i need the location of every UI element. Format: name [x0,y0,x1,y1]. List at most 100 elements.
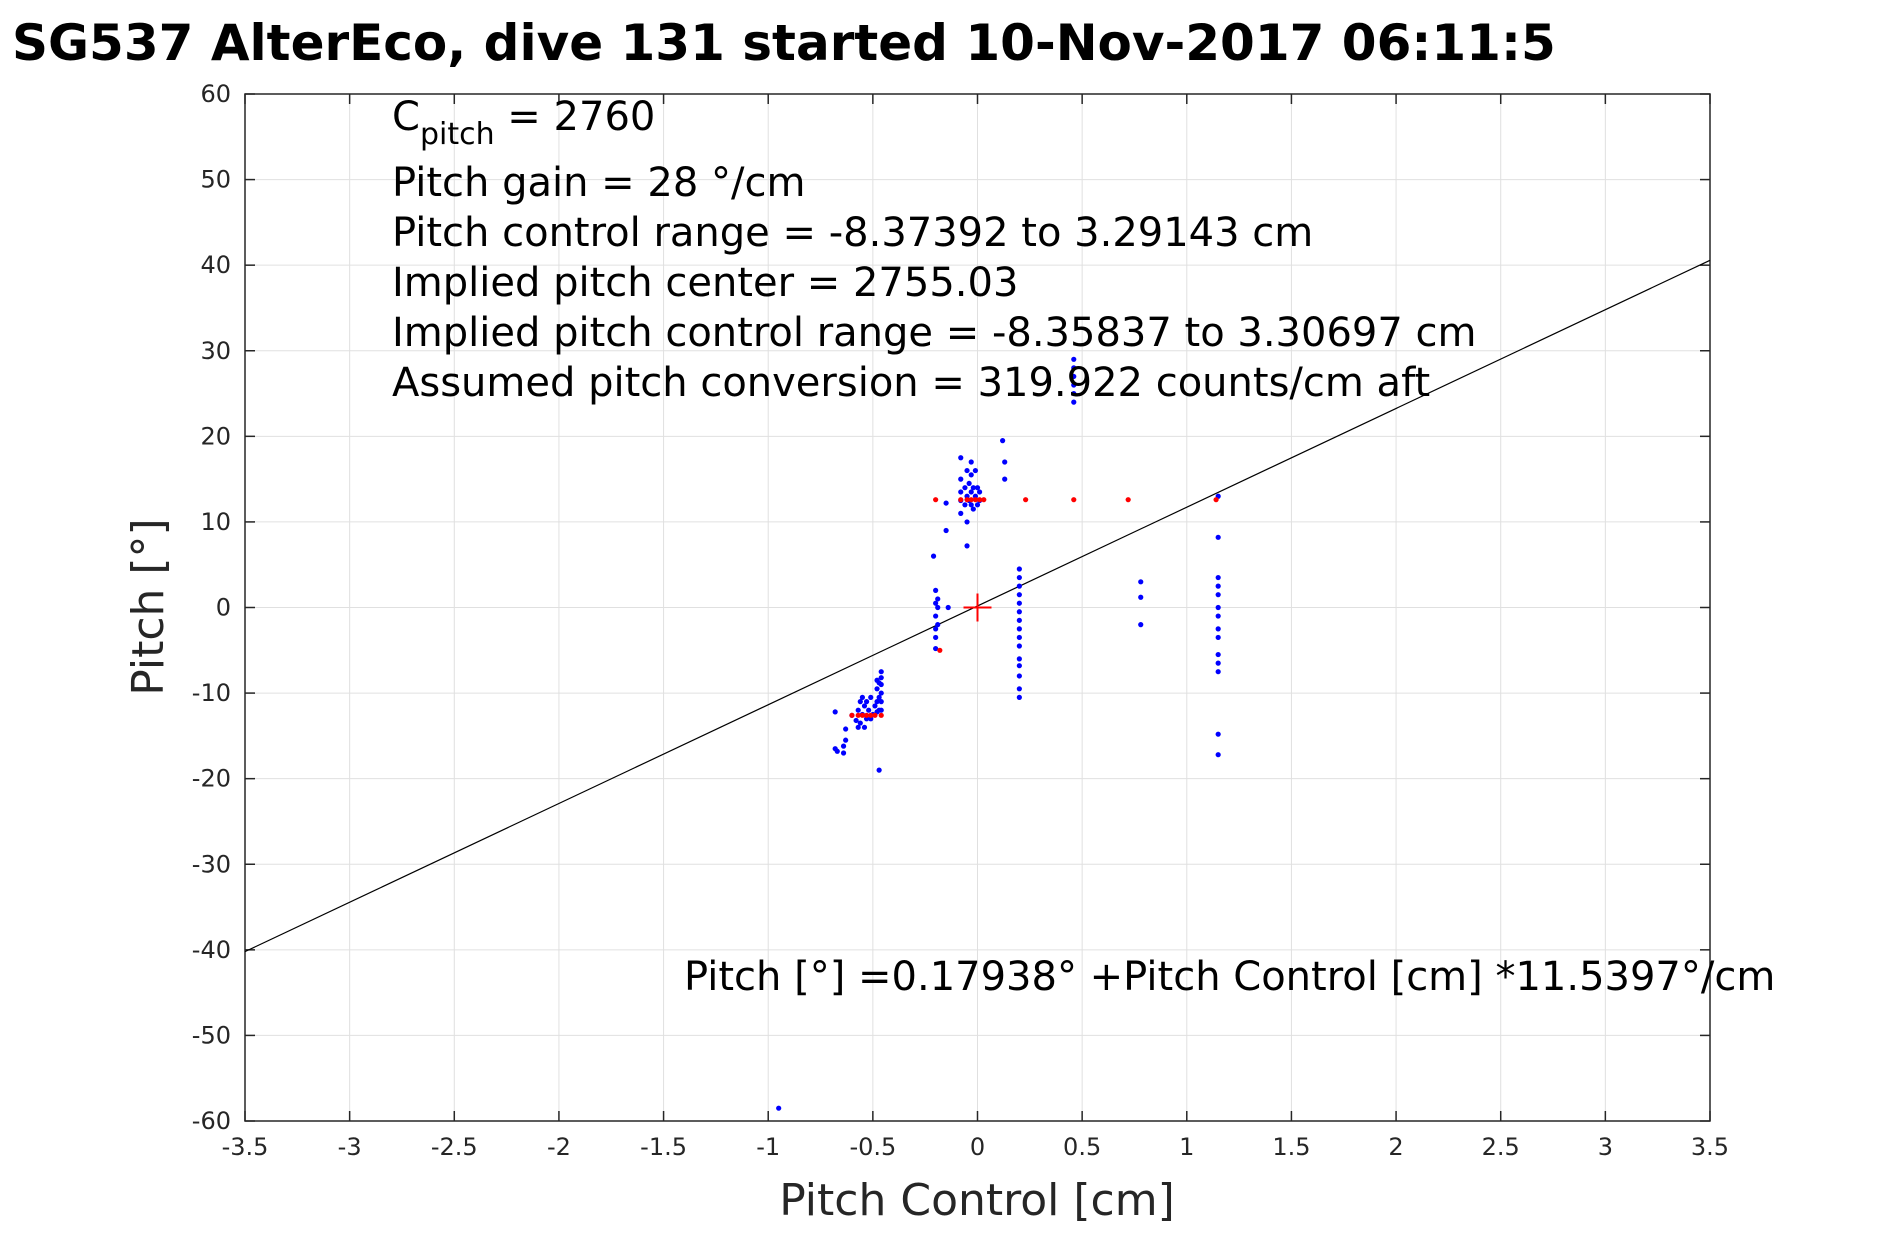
x-tick-label: 0 [970,1133,985,1161]
conversion-annotation: Assumed pitch conversion = 319.922 count… [392,360,1430,406]
data-point [968,472,974,478]
data-point [935,622,941,628]
data-point [878,681,884,688]
data-point [859,694,865,700]
x-tick-label: -2 [547,1133,571,1161]
data-point [855,712,861,718]
data-point [958,497,964,503]
scatter-series [776,356,1221,1111]
data-point [1138,579,1144,585]
data-point [1138,594,1144,600]
data-point [876,694,882,700]
x-tick-label: 1 [1179,1133,1194,1161]
data-point [966,480,972,487]
x-tick-label: -2.5 [431,1133,478,1161]
data-point [1016,583,1022,589]
data-point [1215,534,1221,540]
data-point [1016,574,1022,581]
data-point [872,712,878,718]
data-point [935,604,941,611]
data-point [1215,634,1221,641]
data-point [1215,669,1221,675]
y-tick-label: -30 [192,850,231,878]
data-point [853,717,859,724]
data-point [968,497,974,503]
data-point [933,497,939,503]
data-point [1002,459,1008,465]
y-tick-label: 30 [200,337,231,365]
data-point [1215,604,1221,611]
data-point [878,707,884,713]
data-point [1215,752,1221,758]
data-point [1215,574,1221,581]
data-point [1215,651,1221,658]
axis-ticks [244,93,1711,1122]
x-tick-label: 3 [1598,1133,1613,1161]
data-point [970,506,976,512]
data-point [976,497,983,503]
x-tick-labels: -3.5 -3 -2.5 -2 -1.5 -1 -0.5 0 0.5 1 1.5 2 2.5 3 3.5 [222,1133,1730,1161]
data-point [832,709,838,715]
data-point [834,748,840,754]
y-tick-label: -60 [192,1107,231,1135]
data-point [1002,476,1008,482]
implied-range-annotation: Implied pitch control range = -8.35837 t… [392,310,1476,356]
pitch-center-annotation: Implied pitch center = 2755.03 [392,260,1018,306]
data-point [849,712,855,718]
data-point [981,497,987,503]
data-point [962,502,968,508]
data-point [878,699,884,705]
data-point [958,489,964,495]
data-point [933,626,939,632]
data-point [861,724,868,730]
data-point [855,724,861,730]
data-point [964,467,970,474]
data-point [868,712,874,718]
data-point [1016,626,1022,632]
x-tick-label: 2.5 [1482,1133,1520,1161]
pitch-gain-annotation: Pitch gain = 28 °/cm [392,160,805,206]
data-point [872,703,878,709]
x-tick-label: 0.5 [1063,1133,1101,1161]
data-point [863,699,870,705]
fit-equation-annotation: Pitch [°] =0.17938° +Pitch Control [cm] … [684,954,1775,1000]
data-point [1016,566,1022,572]
data-point [861,703,868,709]
data-point [857,699,863,705]
y-axis-label: Pitch [°] [123,518,174,695]
chart-title: SG537 AlterEco, dive 131 started 10-Nov-… [12,14,1556,72]
data-point [1215,626,1221,632]
grid-lines [244,93,1711,1122]
y-tick-label: 50 [200,166,231,194]
data-point [1213,497,1219,503]
data-point [1125,497,1131,503]
data-point [878,669,884,675]
data-point [878,712,884,718]
data-point [1071,497,1077,503]
data-point [843,726,849,732]
data-point [874,686,880,692]
y-tick-label: 60 [200,80,231,108]
cpitch-subscript: pitch [420,117,495,152]
y-tick-labels: 60 50 40 30 20 10 0 -10 -20 -30 -40 -50 -60 [192,80,231,1135]
y-tick-label: 40 [200,251,231,279]
data-point [1016,609,1022,615]
x-tick-label: -0.5 [849,1133,896,1161]
info-annotations: Cpitch = 2760 Pitch gain = 28 °/cm Pitch… [392,94,1775,1000]
data-point [933,634,939,641]
data-point [840,750,847,756]
data-point [1016,686,1022,692]
data-point [1071,390,1077,397]
x-tick-label: -3.5 [222,1133,269,1161]
data-point [1023,497,1029,503]
data-point [972,497,979,503]
data-point [863,712,870,718]
data-point [1071,382,1077,388]
x-tick-label: -1.5 [640,1133,687,1161]
data-point [930,553,937,559]
data-point [968,502,974,508]
data-point [840,743,847,749]
y-tick-label: -10 [192,679,231,707]
data-point [964,543,970,549]
data-point [933,587,939,593]
